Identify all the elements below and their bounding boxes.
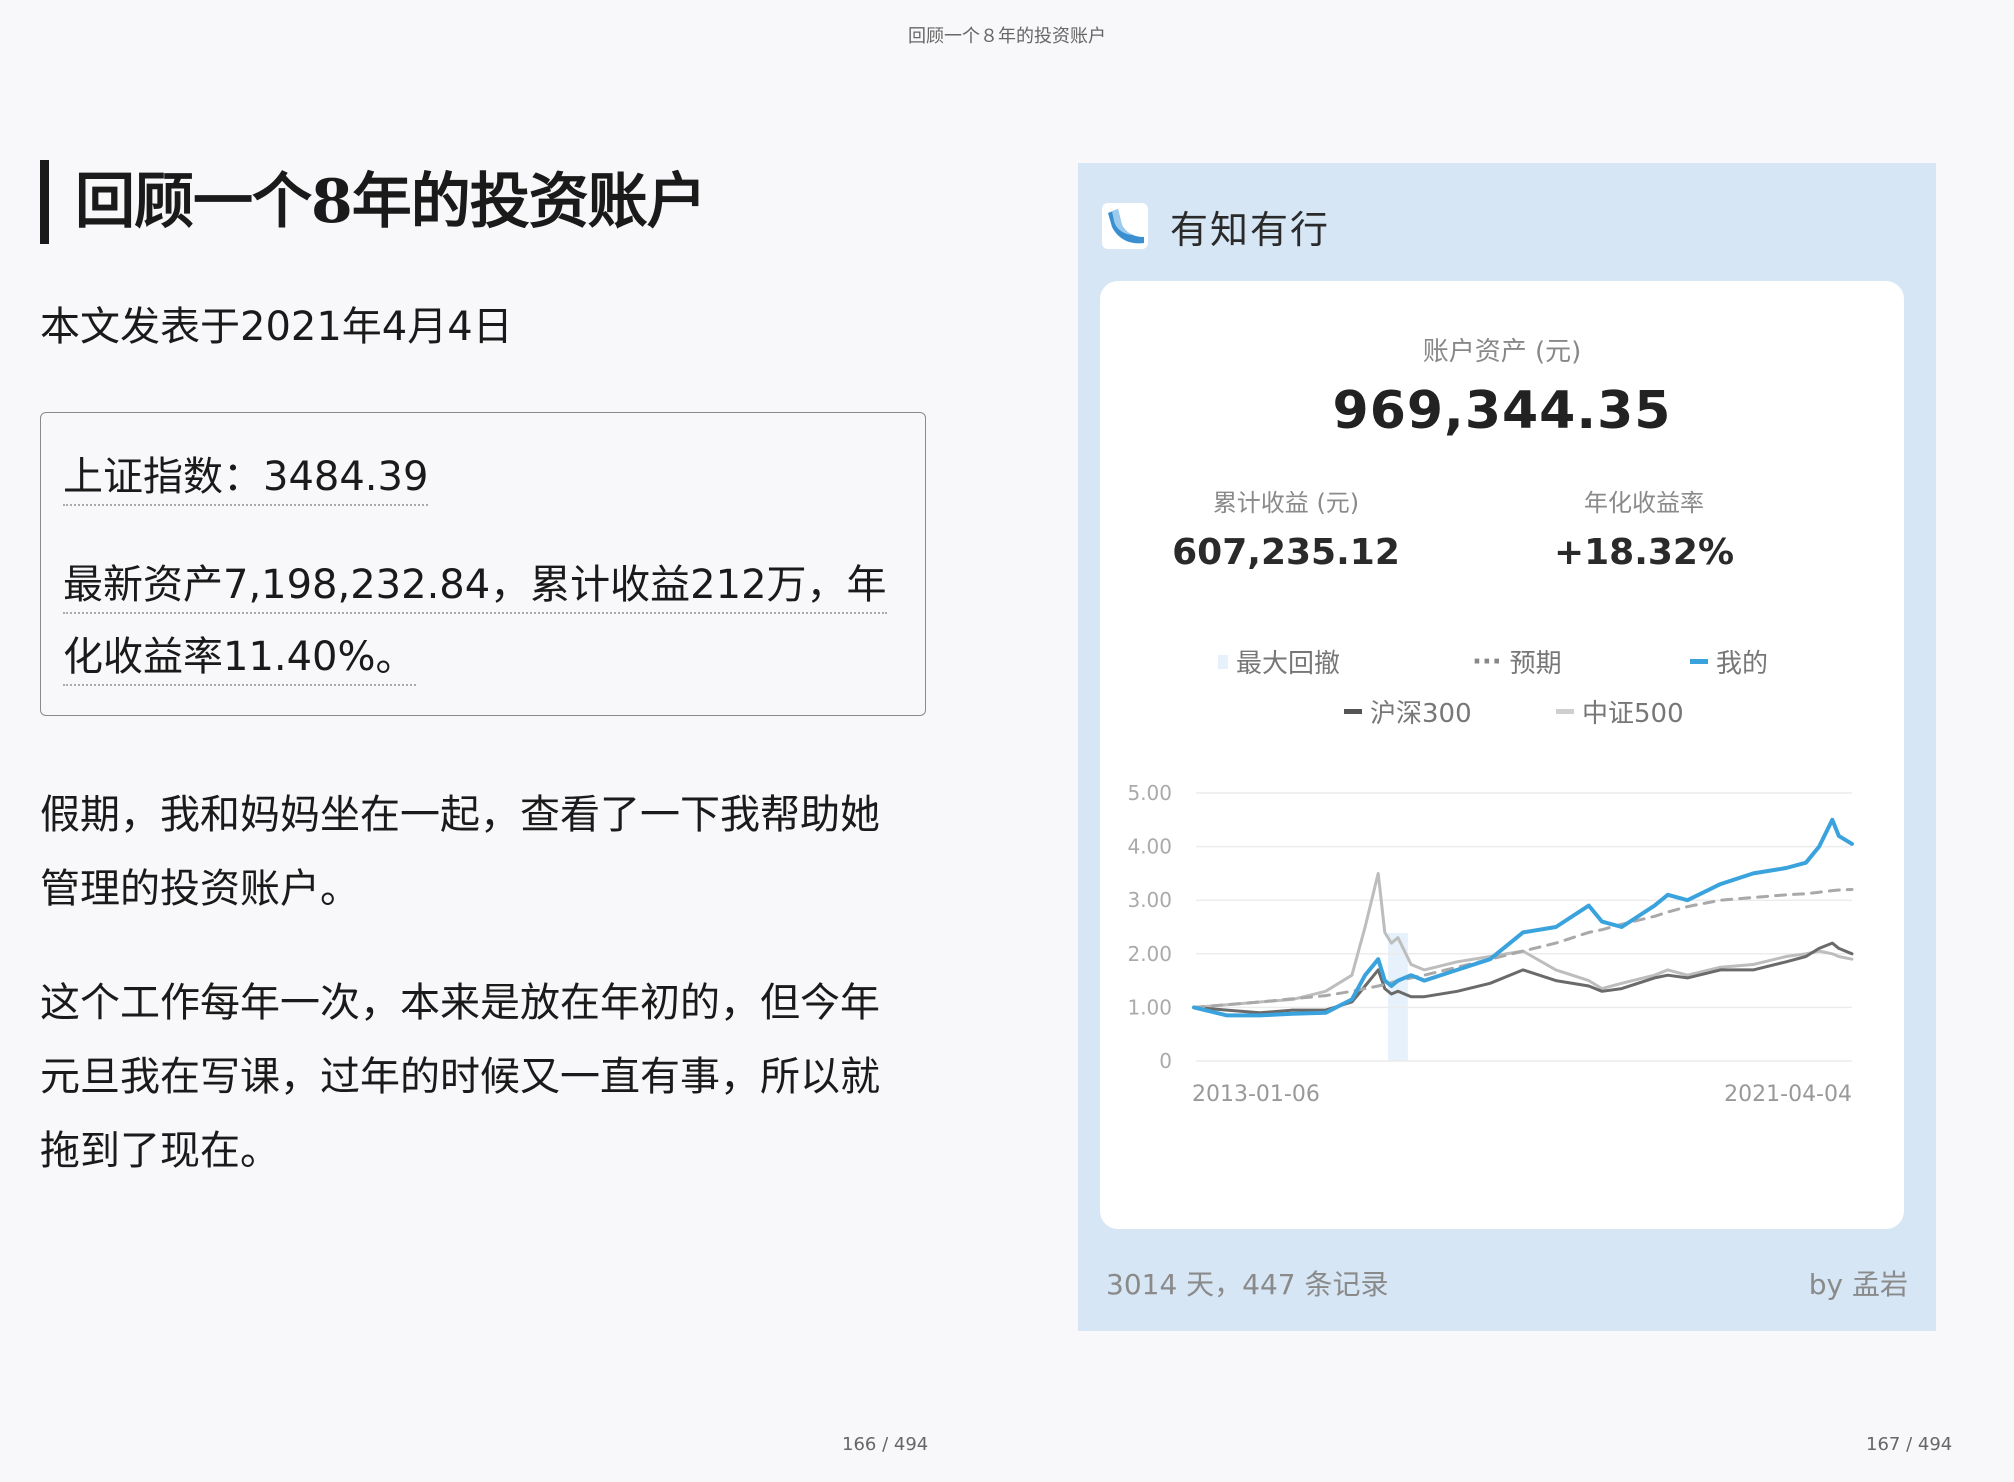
legend-expected-swatch: ··· (1472, 646, 1502, 677)
drawdown-region (1388, 933, 1408, 1061)
legend-hs300: 沪深300 (1344, 693, 1472, 730)
y-tick-label: 5.00 (1127, 781, 1172, 805)
asset-quote-line1[interactable]: 最新资产7,198,232.84，累计收益212万，年 (63, 562, 887, 614)
y-tick-label: 4.00 (1127, 835, 1172, 859)
legend-hs300-swatch (1344, 709, 1362, 714)
legend-zz500-label: 中证500 (1582, 699, 1684, 729)
brand: 有知有行 (1102, 199, 1330, 253)
index-quote[interactable]: 上证指数：3484.39 (63, 454, 429, 506)
legend-drawdown: 最大回撤 (1218, 643, 1340, 680)
cumulative-return: 累计收益 (元) 607,235.12 (1116, 483, 1456, 573)
left-page: 回顾一个8年的投资账户 本文发表于2021年4月4日 上证指数：3484.39 … (40, 160, 930, 1188)
x-tick-label-start: 2013-01-06 (1192, 1082, 1320, 1107)
legend-zz500: 中证500 (1556, 693, 1684, 730)
author-credit: by 孟岩 (1808, 1268, 1908, 1301)
legend-mine-label: 我的 (1716, 649, 1769, 679)
x-tick-label-end: 2021-04-04 (1724, 1082, 1852, 1107)
legend-expected: ··· 预期 (1472, 643, 1562, 680)
legend-hs300-label: 沪深300 (1370, 699, 1472, 729)
paragraph-2-line1: 这个工作每年一次，本来是放在年初的，但今年 (40, 980, 880, 1026)
account-card-image: 有知有行 账户资产 (元) 969,344.35 累计收益 (元) 607,23… (1078, 163, 1936, 1331)
series-expected-line (1192, 888, 1854, 1009)
document-title: 回顾一个８年的投资账户 (908, 26, 1106, 47)
asset-quote-line2[interactable]: 化收益率11.40%。 (63, 634, 416, 686)
asset-label: 账户资产 (元) (1422, 337, 1582, 367)
paragraph-2-line2: 元旦我在写课，过年的时候又一直有事，所以就 (40, 1054, 880, 1100)
annual-return-label: 年化收益率 (1584, 489, 1704, 517)
paragraph-1-line1: 假期，我和妈妈坐在一起，查看了一下我帮助她 (40, 792, 880, 838)
paragraph-2-line3: 拖到了现在。 (40, 1128, 280, 1174)
legend-drawdown-label: 最大回撤 (1236, 649, 1341, 679)
quote-box: 上证指数：3484.39 最新资产7,198,232.84，累计收益212万，年… (40, 412, 926, 716)
series-zz500-line (1192, 871, 1854, 1009)
paragraph-1-line2: 管理的投资账户。 (40, 866, 360, 912)
cumulative-return-value: 607,235.12 (1172, 532, 1400, 573)
paragraph-2: 这个工作每年一次，本来是放在年初的，但今年 元旦我在写课，过年的时候又一直有事，… (40, 966, 926, 1188)
left-page-number: 166 / 494 (842, 1434, 929, 1455)
brand-logo-icon (1102, 203, 1148, 249)
page-heading: 回顾一个8年的投资账户 (40, 160, 930, 244)
legend-expected-label: 预期 (1509, 649, 1562, 679)
legend-mine: 我的 (1690, 643, 1768, 680)
series-hs300-line (1192, 941, 1854, 1015)
paragraph-1: 假期，我和妈妈坐在一起，查看了一下我帮助她 管理的投资账户。 (40, 778, 926, 926)
legend-mine-swatch (1690, 659, 1708, 664)
y-tick-label: 1.00 (1127, 995, 1172, 1019)
y-tick-label: 0 (1159, 1049, 1172, 1073)
publish-date: 本文发表于2021年4月4日 (40, 304, 513, 350)
right-page-number: 167 / 494 (1866, 1434, 1953, 1455)
brand-name: 有知有行 (1170, 207, 1331, 252)
series-mine-line (1192, 817, 1854, 1018)
performance-chart: 5.00 4.00 3.00 2.00 1.00 0 2013-01-06 2021-04-0… (1127, 781, 1854, 1107)
legend-drawdown-swatch (1218, 654, 1228, 669)
summary-panel: 账户资产 (元) 969,344.35 累计收益 (元) 607,235.12 … (1100, 281, 1904, 1229)
record-count: 3014 天，447 条记录 (1106, 1268, 1389, 1301)
legend-zz500-swatch (1556, 709, 1574, 714)
cumulative-return-label: 累计收益 (元) (1212, 489, 1360, 517)
annual-return-value: +18.32% (1553, 532, 1735, 573)
y-tick-label: 3.00 (1127, 888, 1172, 912)
asset-value: 969,344.35 (1332, 381, 1672, 441)
y-tick-label: 2.00 (1127, 942, 1172, 966)
annual-return: 年化收益率 +18.32% (1474, 483, 1814, 573)
